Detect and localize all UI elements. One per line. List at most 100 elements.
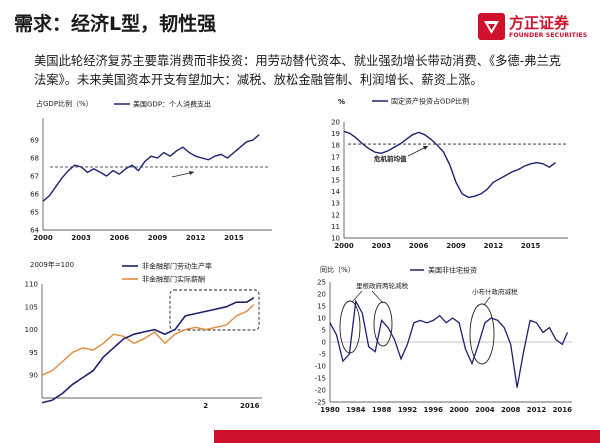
c3-ytick-4: 90: [29, 372, 38, 380]
c4-ytick-2: 15: [317, 303, 326, 311]
c4-xtick-0: 1980: [320, 406, 340, 414]
c3-xtick-0: 2: [203, 402, 208, 410]
c4-xtick-7: 2008: [501, 406, 521, 414]
c4-annotation-2: 小布什政府减税: [472, 287, 518, 296]
c1-y-ticks: 69 68 67 66 65 64: [30, 137, 39, 235]
c2-legend-label: 固定资产投资占GDP比例: [391, 97, 469, 106]
c3-series-wages: [41, 303, 255, 376]
c4-xtick-4: 1996: [424, 406, 444, 414]
c4-unit-label: 同比（%）: [320, 265, 355, 274]
c1-legend-label: 美国GDP：个人消费支出: [133, 100, 211, 109]
c2-ytick-7: 13: [331, 200, 340, 208]
c2-annotation: 危机前均值: [373, 154, 407, 163]
c3-unit-label: 2009年=100: [30, 260, 74, 269]
c4-series-line: [329, 299, 569, 388]
chart-consumption-share: 占GDP比例（%） 美国GDP：个人消费支出 69 68 67 66 65 64 2000…: [30, 99, 272, 242]
c2-ytick-0: 20: [331, 119, 340, 127]
c4-circle-3: [469, 303, 495, 365]
c4-annotation-1: 里根政府两轮减税: [356, 281, 409, 290]
c2-xtick-2: 2006: [409, 242, 429, 250]
c4-legend-label: 美国非住宅投资: [428, 266, 477, 275]
c1-xtick-1: 2003: [71, 234, 91, 242]
c4-ytick-10: -25: [315, 399, 326, 407]
c4-pointer-1: [351, 290, 363, 303]
c4-ytick-1: 20: [317, 291, 326, 299]
chart-nonresidential-investment: 同比（%） 美国非住宅投资 25 20 15 10 5 0 -5 -10 -15 -20 -25 1…: [315, 265, 573, 414]
c4-xtick-3: 1992: [398, 406, 418, 414]
c2-ytick-10: 10: [331, 235, 340, 243]
c4-ytick-0: 25: [317, 279, 326, 287]
c1-xtick-0: 2000: [33, 234, 53, 242]
chart-fixed-investment-share: % 固定资产投资占GDP比例 20 19 18 17 16 15 14 13 12 11 10 20…: [331, 97, 568, 250]
c4-circle-2: [373, 301, 393, 347]
c3-series-productivity: [41, 297, 255, 404]
logo-mark-icon: [478, 13, 505, 40]
c2-ytick-9: 11: [331, 223, 340, 231]
c2-xtick-5: 2015: [521, 242, 541, 250]
c2-xtick-4: 2012: [484, 242, 504, 250]
c3-ytick-3: 95: [29, 349, 38, 357]
intro-paragraph: 美国此轮经济复苏主要靠消费而非投资：用劳动替代资本、就业强劲增长带动消费、《多德…: [34, 54, 562, 87]
c1-ytick-3: 66: [30, 191, 39, 199]
c1-ytick-2: 67: [30, 173, 39, 181]
c4-pointer-2: [371, 290, 384, 304]
c1-ytick-1: 68: [30, 155, 39, 163]
c4-xtick-5: 2000: [449, 406, 469, 414]
c4-xtick-6: 2004: [475, 406, 495, 414]
company-logo: 方正证券 FOUNDER SECURITIES: [478, 11, 588, 45]
c1-ytick-0: 69: [30, 137, 39, 145]
c1-xtick-4: 2012: [186, 234, 206, 242]
c3-legend-label-1: 非金融部门劳动生产率: [142, 262, 212, 271]
c2-y-ticks: 20 19 18 17 16 15 14 13 12 11 10: [331, 119, 340, 243]
c2-ytick-3: 17: [331, 153, 340, 161]
c4-xtick-8: 2012: [527, 406, 547, 414]
c1-xtick-2: 2006: [110, 234, 130, 242]
c4-ytick-5: 0: [322, 339, 326, 347]
c4-y-ticks: 25 20 15 10 5 0 -5 -10 -15 -20 -25: [315, 279, 326, 407]
c3-ytick-2: 100: [25, 326, 38, 334]
footer-band: [214, 430, 600, 443]
chart-productivity-vs-wages: 2009年=100 非金融部门劳动生产率 非金融部门实际薪酬 110 105 100…: [25, 260, 262, 410]
logo-subtitle: FOUNDER SECURITIES: [509, 32, 588, 39]
c1-arrow-head: [189, 171, 194, 175]
c4-xtick-9: 2016: [553, 406, 573, 414]
c3-ytick-0: 110: [25, 281, 38, 289]
c4-pointer-3: [483, 296, 491, 306]
c2-unit-label: %: [338, 98, 345, 106]
c3-x-ticks: 2 2016: [203, 402, 259, 410]
c3-y-ticks: 110 105 100 95 90: [25, 281, 38, 380]
c2-xtick-3: 2009: [446, 242, 466, 250]
c2-ytick-6: 14: [331, 188, 340, 196]
logo-name: 方正证券: [509, 14, 570, 32]
c1-series-line: [42, 134, 260, 202]
slide-title: 需求：经济L型，韧性强: [14, 13, 217, 35]
c4-ytick-7: -10: [315, 363, 326, 371]
c2-ytick-1: 19: [331, 130, 340, 138]
c3-ytick-1: 105: [25, 303, 38, 311]
c2-ytick-8: 12: [331, 211, 340, 219]
c3-highlight-box: [169, 289, 260, 331]
c4-xtick-2: 1988: [372, 406, 392, 414]
c1-ytick-4: 65: [30, 209, 39, 217]
c1-xtick-3: 2009: [148, 234, 168, 242]
c4-ytick-4: 5: [322, 327, 326, 335]
c2-ytick-2: 18: [331, 142, 340, 150]
c2-xtick-0: 2000: [334, 242, 354, 250]
c2-series-line: [343, 130, 557, 199]
c1-unit-label: 占GDP比例（%）: [36, 99, 93, 108]
c1-xtick-5: 2015: [224, 234, 244, 242]
c3-xtick-1: 2016: [240, 402, 260, 410]
c4-xtick-1: 1984: [346, 406, 366, 414]
c4-x-ticks: 1980 1984 1988 1992 1996 2000 2004 2008 2012 2016: [320, 406, 572, 414]
c4-ytick-6: -5: [319, 351, 326, 359]
c1-x-ticks: 2000 2003 2006 2009 2012 2015: [33, 234, 243, 242]
c2-ytick-4: 16: [331, 165, 340, 173]
c2-arrow-head: [423, 146, 428, 150]
c2-xtick-1: 2003: [372, 242, 392, 250]
c4-ytick-8: -15: [315, 375, 326, 383]
c2-ytick-5: 15: [331, 177, 340, 185]
c4-ytick-3: 10: [317, 315, 326, 323]
c2-x-ticks: 2000 2003 2006 2009 2012 2015: [334, 242, 540, 250]
c1-ytick-5: 64: [30, 227, 39, 235]
c3-legend-label-2: 非金融部门实际薪酬: [142, 275, 205, 284]
